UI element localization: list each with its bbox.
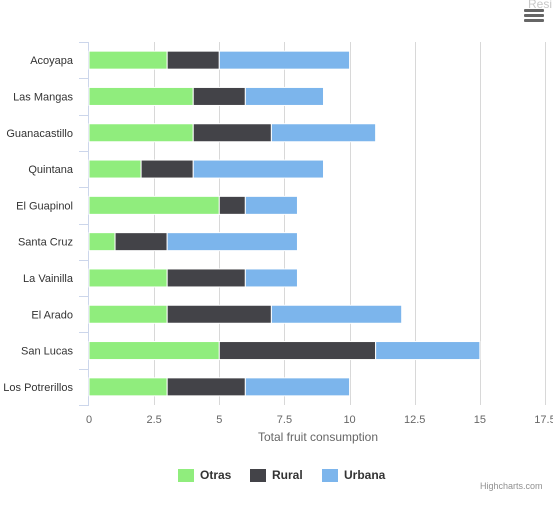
bar-urbana[interactable] (218, 50, 351, 70)
bar-rural[interactable] (192, 86, 246, 106)
bar-otras[interactable] (88, 232, 116, 252)
x-tick-label: 2.5 (146, 414, 161, 426)
bar-chart: Acoyapa Las Mangas Guanacastillo Quintana El… (3, 42, 553, 444)
x-tick-labels: 0 2.5 5 7.5 10 12.5 15 17.5 (86, 414, 553, 426)
x-tick-label: 7.5 (277, 414, 292, 426)
x-axis-title: Total fruit consumption (258, 430, 378, 444)
x-tick-label: 0 (86, 414, 92, 426)
bar-otras[interactable] (88, 123, 194, 143)
bar-rural[interactable] (166, 304, 272, 324)
bar-otras[interactable] (88, 86, 194, 106)
legend-label: Urbana (344, 468, 386, 482)
menu-line (524, 19, 544, 22)
bar-rural[interactable] (114, 232, 168, 252)
category-label: El Arado (31, 309, 73, 321)
bar-rural[interactable] (140, 159, 194, 179)
legend-swatch (178, 468, 194, 482)
bar-otras[interactable] (88, 304, 168, 324)
x-tick-label: 10 (343, 414, 355, 426)
bar-urbana[interactable] (244, 377, 351, 397)
bar-otras[interactable] (88, 377, 168, 397)
x-tick-label: 12.5 (404, 414, 425, 426)
bar-rural[interactable] (218, 195, 246, 215)
bar-urbana[interactable] (375, 341, 481, 361)
bar-rural[interactable] (218, 341, 377, 361)
bar-otras[interactable] (88, 195, 220, 215)
category-label: Las Mangas (13, 91, 73, 103)
category-label: Quintana (28, 164, 74, 176)
bar-urbana[interactable] (192, 159, 325, 179)
bar-urbana[interactable] (244, 86, 325, 106)
legend-item-rural[interactable]: Rural (250, 468, 303, 482)
category-label: Los Potrerillos (3, 382, 73, 394)
category-label: Guanacastillo (6, 128, 73, 140)
x-tick-label: 17.5 (534, 414, 553, 426)
bar-urbana[interactable] (166, 232, 298, 252)
credits-link[interactable]: Highcharts.com (480, 481, 543, 491)
legend: Otras Rural Urbana (0, 468, 553, 486)
category-label: Acoyapa (30, 55, 74, 67)
bar-rural[interactable] (192, 123, 272, 143)
menu-line (524, 14, 544, 17)
bar-series (88, 50, 481, 397)
legend-item-otras[interactable]: Otras (178, 468, 231, 482)
bar-otras[interactable] (88, 268, 168, 288)
legend-item-urbana[interactable]: Urbana (322, 468, 385, 482)
bar-urbana[interactable] (244, 195, 298, 215)
bar-urbana[interactable] (270, 123, 377, 143)
legend-swatch (322, 468, 338, 482)
menu-line (524, 9, 544, 12)
bar-otras[interactable] (88, 159, 142, 179)
bar-otras[interactable] (88, 341, 220, 361)
category-label: La Vainilla (23, 273, 74, 285)
x-tick-label: 15 (474, 414, 486, 426)
bar-rural[interactable] (166, 268, 246, 288)
category-labels: Acoyapa Las Mangas Guanacastillo Quintana El… (3, 55, 74, 394)
bar-otras[interactable] (88, 50, 168, 70)
bar-rural[interactable] (166, 50, 220, 70)
bar-rural[interactable] (166, 377, 246, 397)
category-label: El Guapinol (16, 200, 73, 212)
legend-label: Otras (200, 468, 232, 482)
bar-urbana[interactable] (270, 304, 403, 324)
legend-swatch (250, 468, 266, 482)
hamburger-menu-icon[interactable] (524, 7, 544, 25)
category-label: Santa Cruz (18, 237, 73, 249)
category-label: San Lucas (21, 346, 73, 358)
x-tick-label: 5 (216, 414, 222, 426)
corner-text: Resi (528, 0, 553, 11)
legend-label: Rural (272, 468, 303, 482)
bar-urbana[interactable] (244, 268, 298, 288)
